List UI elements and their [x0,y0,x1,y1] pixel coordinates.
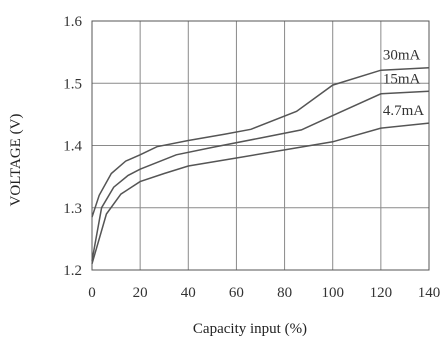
series-label: 30mA [383,48,421,64]
x-tick-label: 80 [277,285,292,301]
series-labels: 30mA 15mA 4.7mA [383,48,424,119]
y-tick-label: 1.4 [63,139,82,155]
x-tick-label: 60 [229,285,244,301]
x-tick-label: 0 [88,285,96,301]
y-axis-title: VOLTAGE (V) [8,114,24,207]
series-label: 4.7mA [383,103,424,119]
y-tick-label: 1.5 [63,76,82,92]
y-tick-label: 1.2 [63,263,82,279]
series-lines [91,66,430,265]
x-tick-label: 100 [321,285,344,301]
series-label: 15mA [383,71,421,87]
plot-frame [91,20,430,271]
x-tick-label: 120 [370,285,393,301]
x-axis-title: Capacity input (%) [193,321,307,337]
series-line-15ma [91,90,430,261]
series-line-30ma [91,66,430,218]
series-line-4-7ma [91,122,430,265]
y-tick-label: 1.6 [63,14,82,30]
tick-labels: 0 20 40 60 80 100 120 140 1.2 1.3 1.4 1.5 1.6 [63,14,440,301]
y-tick-label: 1.3 [63,201,82,217]
x-tick-label: 140 [418,285,441,301]
grid [91,20,430,271]
x-tick-label: 20 [133,285,148,301]
x-tick-label: 40 [181,285,196,301]
